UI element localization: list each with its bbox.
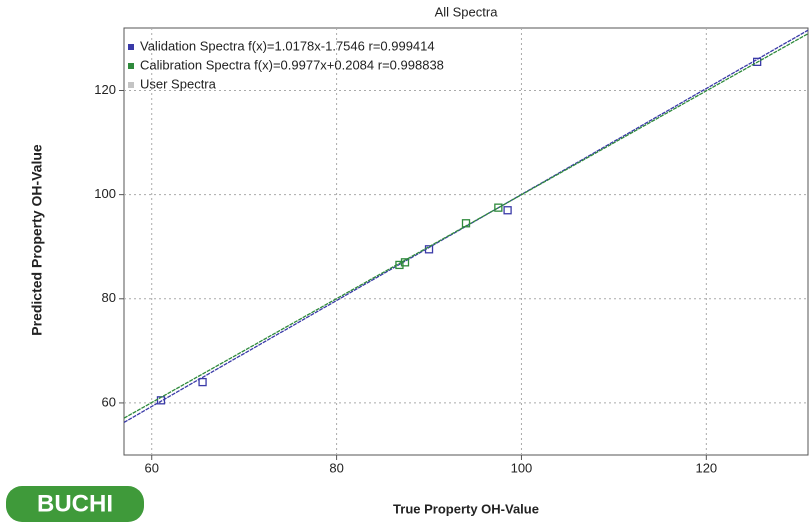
- fit-line: [124, 29, 808, 423]
- point: [395, 260, 404, 270]
- point: [753, 57, 762, 66]
- chart-title: All Spectra: [435, 4, 499, 19]
- point: [461, 219, 471, 228]
- legend-label: Calibration Spectra f(x)=0.9977x+0.2084 …: [140, 57, 444, 72]
- x-axis-label: True Property OH-Value: [393, 501, 539, 516]
- logo-badge: [6, 486, 144, 522]
- y-axis-label: Predicted Property OH-Value: [29, 144, 45, 336]
- legend-swatch: [128, 82, 134, 88]
- logo: BUCHI: [37, 490, 113, 517]
- x-tick-label: 80: [329, 460, 343, 475]
- legend-label: Validation Spectra f(x)=1.0178x-1.7546 r…: [140, 38, 435, 53]
- plot-layer: [124, 29, 808, 423]
- legend-swatch: [128, 44, 134, 50]
- y-tick-label: 80: [102, 290, 116, 305]
- point: [400, 258, 410, 267]
- fit-line: [124, 33, 808, 419]
- legend-label: User Spectra: [140, 76, 217, 91]
- x-tick-label: 100: [511, 460, 533, 475]
- y-tick-label: 100: [94, 186, 116, 201]
- point: [198, 377, 207, 387]
- plot-area: [123, 27, 809, 456]
- y-tick-label: 60: [102, 394, 116, 409]
- y-tick-label: 120: [94, 82, 116, 97]
- point: [494, 203, 503, 212]
- legend-swatch: [128, 63, 134, 69]
- x-tick-label: 120: [695, 460, 717, 475]
- x-tick-label: 60: [144, 460, 158, 475]
- point: [503, 206, 512, 215]
